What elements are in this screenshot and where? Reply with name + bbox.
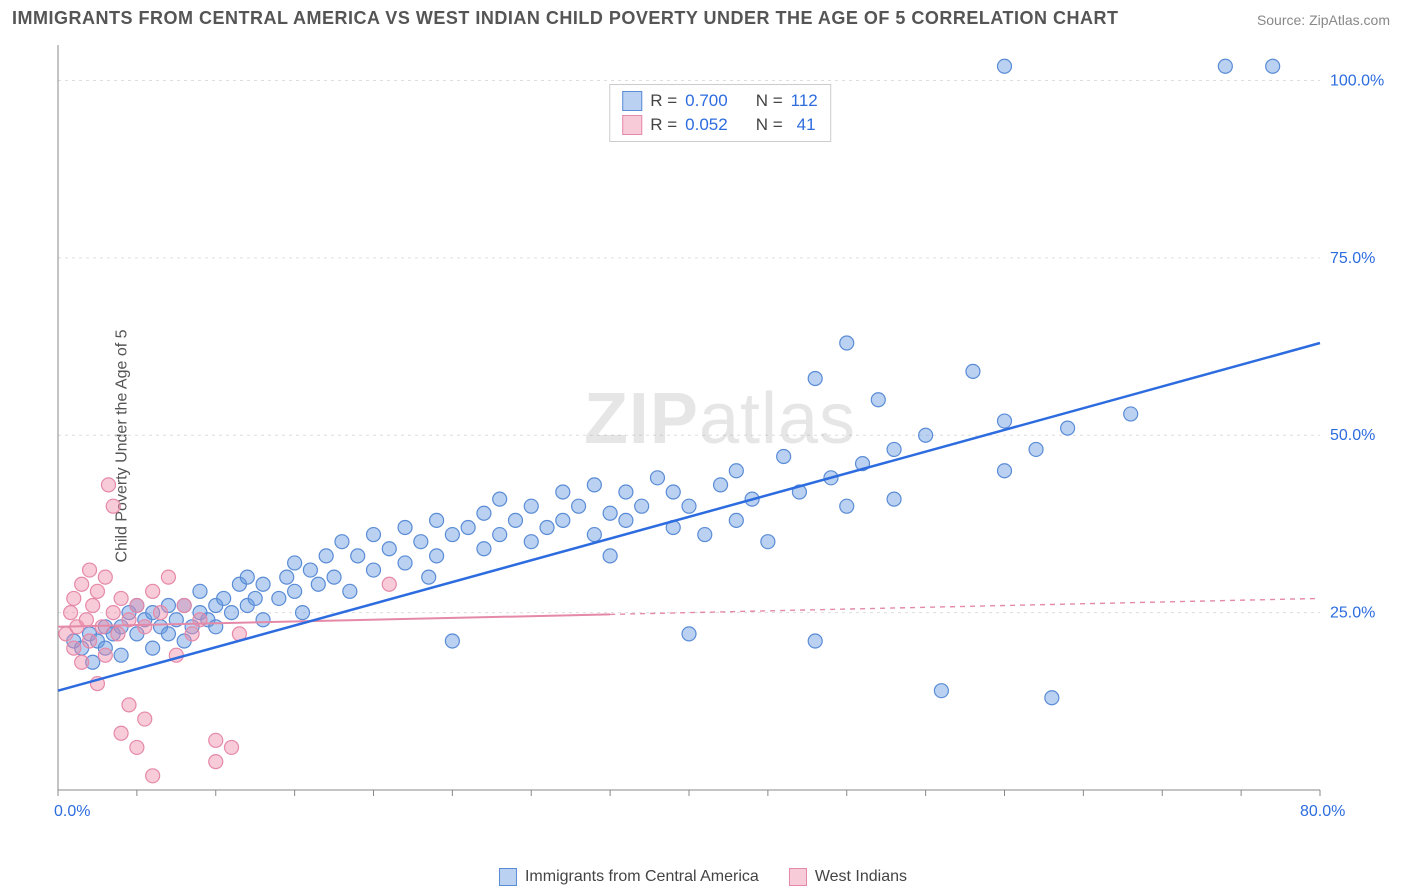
source-attribution: Source: ZipAtlas.com [1257, 12, 1390, 28]
legend-label-series1: Immigrants from Central America [525, 868, 759, 886]
r-label: R = [650, 89, 677, 113]
legend-item-series2: West Indians [789, 868, 907, 886]
svg-text:75.0%: 75.0% [1330, 250, 1375, 267]
stats-swatch-series1 [622, 91, 642, 111]
correlation-stats-box: R = 0.700 N = 112 R = 0.052 N = 41 [609, 84, 831, 142]
n-value-series1: 112 [791, 89, 818, 113]
scatter-plot-svg: 25.0% 50.0% 75.0% 100.0% 0.0% 80.0% [50, 40, 1390, 830]
svg-text:0.0%: 0.0% [54, 803, 90, 820]
n-label: N = [756, 113, 783, 137]
legend-swatch-series1 [499, 868, 517, 886]
r-value-series1: 0.700 [685, 89, 728, 113]
plot-area: 25.0%50.0%75.0%100.0%0.0%80.0% ZIPatlas … [50, 40, 1390, 830]
legend-swatch-series2 [789, 868, 807, 886]
stats-swatch-series2 [622, 115, 642, 135]
n-value-series2: 41 [791, 113, 816, 137]
svg-text:100.0%: 100.0% [1330, 72, 1384, 89]
bottom-legend: Immigrants from Central America West Ind… [499, 868, 907, 886]
correlation-chart-container: IMMIGRANTS FROM CENTRAL AMERICA VS WEST … [0, 0, 1406, 892]
legend-label-series2: West Indians [815, 868, 907, 886]
r-label: R = [650, 113, 677, 137]
stats-row-series1: R = 0.700 N = 112 [622, 89, 818, 113]
n-label: N = [756, 89, 783, 113]
chart-title: IMMIGRANTS FROM CENTRAL AMERICA VS WEST … [12, 8, 1119, 29]
legend-item-series1: Immigrants from Central America [499, 868, 759, 886]
svg-text:80.0%: 80.0% [1300, 803, 1345, 820]
svg-text:25.0%: 25.0% [1330, 605, 1375, 622]
stats-row-series2: R = 0.052 N = 41 [622, 113, 818, 137]
r-value-series2: 0.052 [685, 113, 728, 137]
svg-text:50.0%: 50.0% [1330, 427, 1375, 444]
